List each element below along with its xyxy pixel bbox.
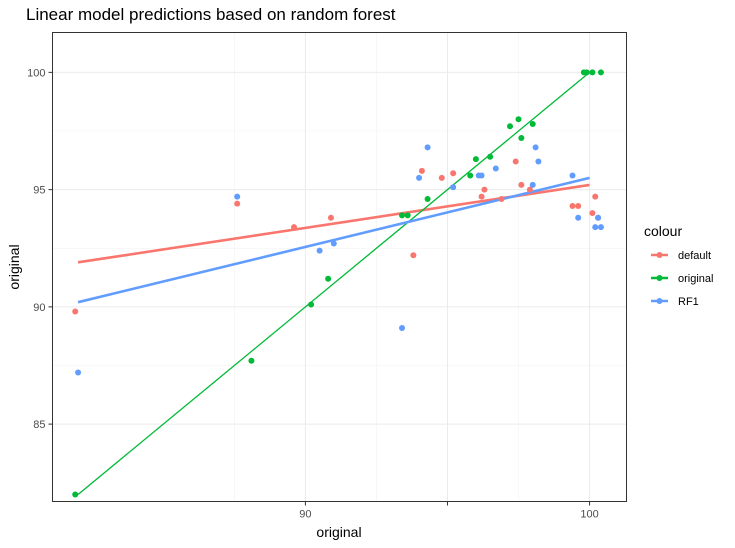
- point-original: [467, 172, 474, 179]
- y-axis-title: original: [6, 244, 22, 289]
- chart-title: Linear model predictions based on random…: [26, 5, 396, 24]
- point-original: [506, 123, 513, 130]
- point-default: [592, 193, 599, 200]
- point-rf1: [416, 174, 423, 181]
- legend-key-point-original: [656, 275, 663, 281]
- legend: colour default original RF1: [644, 223, 713, 308]
- legend-label-rf1: RF1: [678, 296, 699, 308]
- y-tick-label: 100: [27, 67, 45, 79]
- legend-label-original: original: [678, 273, 713, 285]
- point-original: [589, 69, 596, 76]
- point-rf1: [330, 240, 337, 247]
- point-rf1: [234, 193, 241, 200]
- point-original: [472, 156, 479, 163]
- point-default: [450, 170, 457, 177]
- point-default: [72, 308, 79, 315]
- point-original: [597, 69, 604, 76]
- point-rf1: [450, 184, 457, 191]
- point-original: [583, 69, 590, 76]
- y-tick-label: 90: [33, 302, 45, 314]
- point-original: [72, 491, 79, 498]
- point-default: [589, 210, 596, 217]
- point-default: [327, 214, 334, 221]
- point-default: [481, 186, 488, 193]
- point-default: [518, 181, 525, 188]
- point-default: [438, 174, 445, 181]
- point-original: [248, 357, 255, 364]
- point-original: [515, 116, 522, 123]
- data-points: [72, 69, 604, 498]
- point-default: [234, 200, 241, 207]
- point-default: [418, 167, 425, 174]
- x-axis-title: original: [316, 524, 361, 540]
- legend-key-point-rf1: [656, 298, 663, 304]
- point-original: [308, 301, 315, 308]
- y-tick-label: 85: [33, 419, 45, 431]
- point-rf1: [595, 214, 602, 221]
- point-original: [518, 135, 525, 142]
- point-rf1: [75, 369, 82, 376]
- point-original: [399, 212, 406, 219]
- y-tick-label: 95: [33, 185, 45, 197]
- point-original: [487, 153, 494, 160]
- point-default: [569, 203, 576, 210]
- fit-line-original: [77, 71, 590, 495]
- point-default: [526, 186, 533, 193]
- plot-border: [52, 32, 627, 502]
- point-original: [529, 120, 536, 127]
- plot-panel: [52, 32, 627, 502]
- point-rf1: [478, 172, 485, 179]
- point-original: [404, 212, 411, 219]
- point-rf1: [492, 165, 499, 172]
- y-axis: 85 90 95 100: [27, 67, 53, 431]
- legend-label-default: default: [678, 250, 711, 262]
- point-rf1: [532, 144, 539, 151]
- point-default: [291, 224, 298, 231]
- x-axis: 90 100: [299, 501, 599, 521]
- grid-lines: [52, 32, 627, 502]
- legend-title: colour: [644, 223, 682, 239]
- point-default: [478, 193, 485, 200]
- point-rf1: [316, 247, 323, 254]
- x-tick-label: 100: [580, 509, 598, 521]
- legend-key-point-default: [656, 252, 663, 258]
- point-original: [325, 275, 332, 282]
- point-default: [410, 252, 417, 259]
- point-rf1: [575, 214, 582, 221]
- point-rf1: [535, 158, 542, 165]
- point-default: [512, 158, 519, 165]
- point-rf1: [424, 144, 431, 151]
- point-rf1: [592, 224, 599, 231]
- point-rf1: [569, 172, 576, 179]
- x-tick-label: 90: [299, 509, 311, 521]
- point-default: [575, 203, 582, 210]
- point-rf1: [597, 224, 604, 231]
- point-original: [424, 195, 431, 202]
- point-rf1: [399, 324, 406, 331]
- point-default: [498, 195, 505, 202]
- point-rf1: [529, 181, 536, 188]
